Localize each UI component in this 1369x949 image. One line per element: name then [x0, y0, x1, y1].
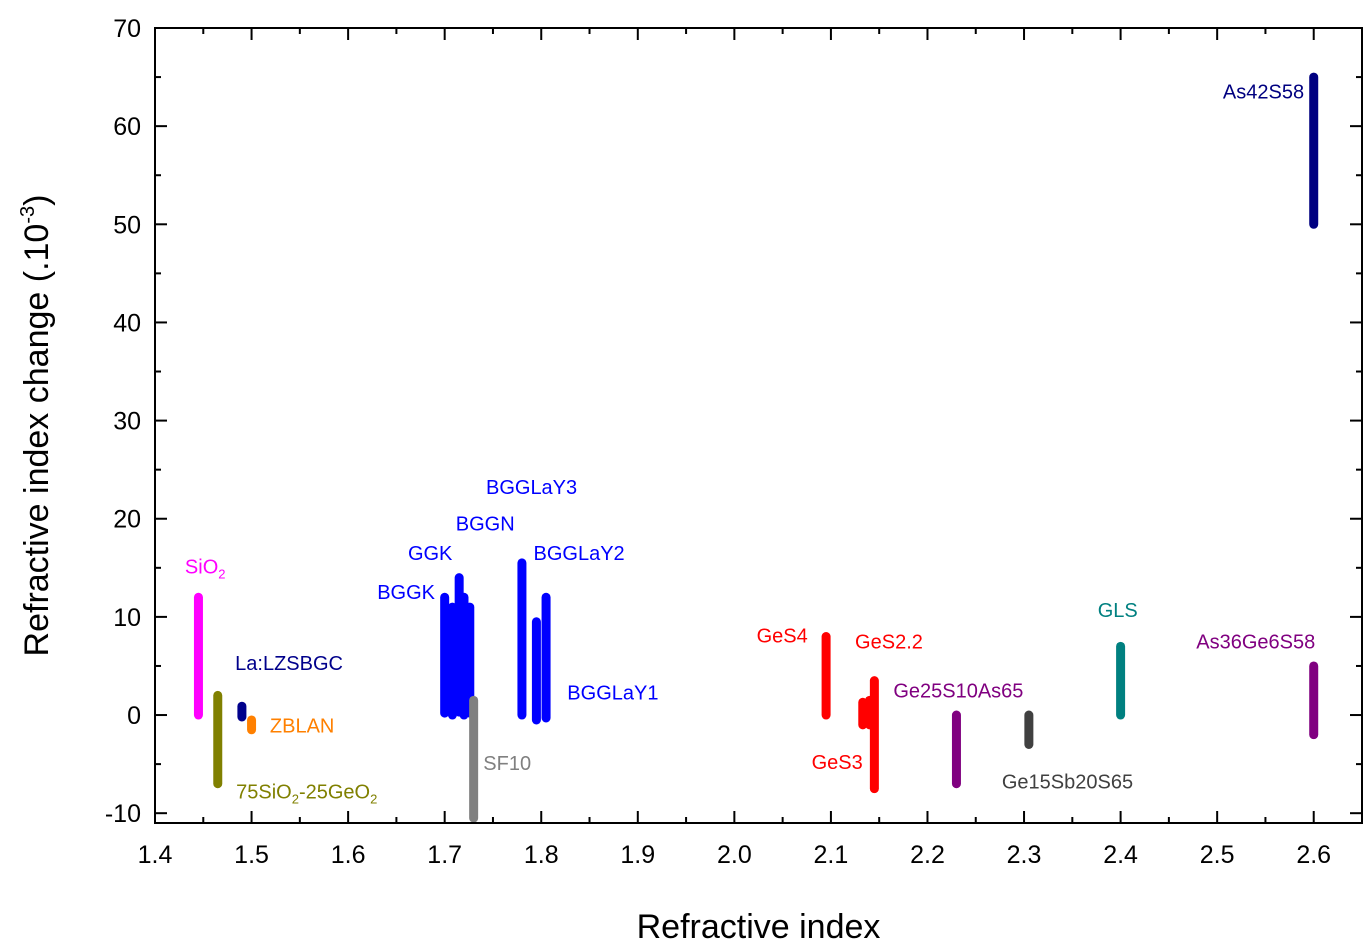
annotation-label: BGGLaY1: [567, 682, 658, 704]
x-tick-label: 2.4: [1103, 841, 1138, 869]
y-tick-label: 20: [113, 506, 141, 534]
annotation-label: 75SiO2-25GeO2: [236, 781, 377, 806]
annotation-label: La:LZSBGC: [235, 653, 343, 675]
y-axis-title: Refractive index change (.10-3): [17, 195, 56, 657]
annotation-label: ZBLAN: [270, 716, 334, 738]
annotation-label: BGGK: [377, 582, 435, 604]
annotation-label: GeS3: [812, 752, 863, 774]
annotation-label: As42S58: [1223, 82, 1304, 104]
y-tick-label: 60: [113, 113, 141, 141]
x-tick-label: 2.5: [1200, 841, 1235, 869]
bars-layer: [193, 72, 1319, 823]
y-tick-label: 0: [127, 702, 141, 730]
annotation-label: SiO2: [185, 557, 226, 582]
annotation-label: Ge15Sb20S65: [1002, 772, 1133, 794]
x-tick-label: 2.0: [717, 841, 752, 869]
x-tick-label: 1.6: [331, 841, 366, 869]
annotation-label: GeS2.2: [855, 631, 923, 653]
annotations-layer: SiO275SiO2-25GeO2La:LZSBGCZBLANBGGKGGKBG…: [185, 82, 1315, 807]
labels-layer: 1.4 1.5 1.6 1.7 1.8 1.9 2.0 2.1 2.2 2.3 2.4 2.5 2.6 -…: [105, 15, 1331, 869]
y-tick-label: -10: [105, 800, 141, 828]
x-tick-label: 1.5: [234, 841, 269, 869]
x-tick-label: 2.3: [1007, 841, 1042, 869]
annotation-label: BGGN: [456, 514, 515, 536]
y-axis-title-prefix: Refractive index change (.10: [18, 224, 56, 657]
x-tick-label: 1.9: [620, 841, 655, 869]
y-tick-label: 50: [113, 211, 141, 239]
x-tick-label: 1.8: [524, 841, 559, 869]
annotation-label: BGGLaY3: [486, 477, 577, 499]
annotation-label: GLS: [1098, 600, 1138, 622]
x-tick-label: 2.6: [1296, 841, 1331, 869]
annotation-label: GGK: [408, 543, 453, 565]
annotation-label: GeS4: [757, 625, 808, 647]
y-axis-title-superscript: -3: [17, 206, 39, 224]
plot-frame: [154, 27, 1363, 824]
ticks-layer: [154, 27, 1362, 823]
x-axis-title: Refractive index: [637, 908, 881, 946]
y-tick-label: 40: [113, 309, 141, 337]
annotation-label: SF10: [483, 753, 531, 775]
annotation-label: As36Ge6S58: [1196, 631, 1315, 653]
x-tick-label: 1.7: [427, 841, 462, 869]
annotation-label: Ge25S10As65: [893, 680, 1023, 702]
y-tick-label: 70: [113, 15, 141, 43]
x-tick-label: 2.1: [814, 841, 849, 869]
x-tick-label: 1.4: [138, 841, 173, 869]
y-axis-title-suffix: ): [18, 195, 56, 206]
y-tick-label: 10: [113, 604, 141, 632]
x-tick-label: 2.2: [910, 841, 945, 869]
annotation-label: BGGLaY2: [534, 543, 625, 565]
y-tick-label: 30: [113, 408, 141, 436]
